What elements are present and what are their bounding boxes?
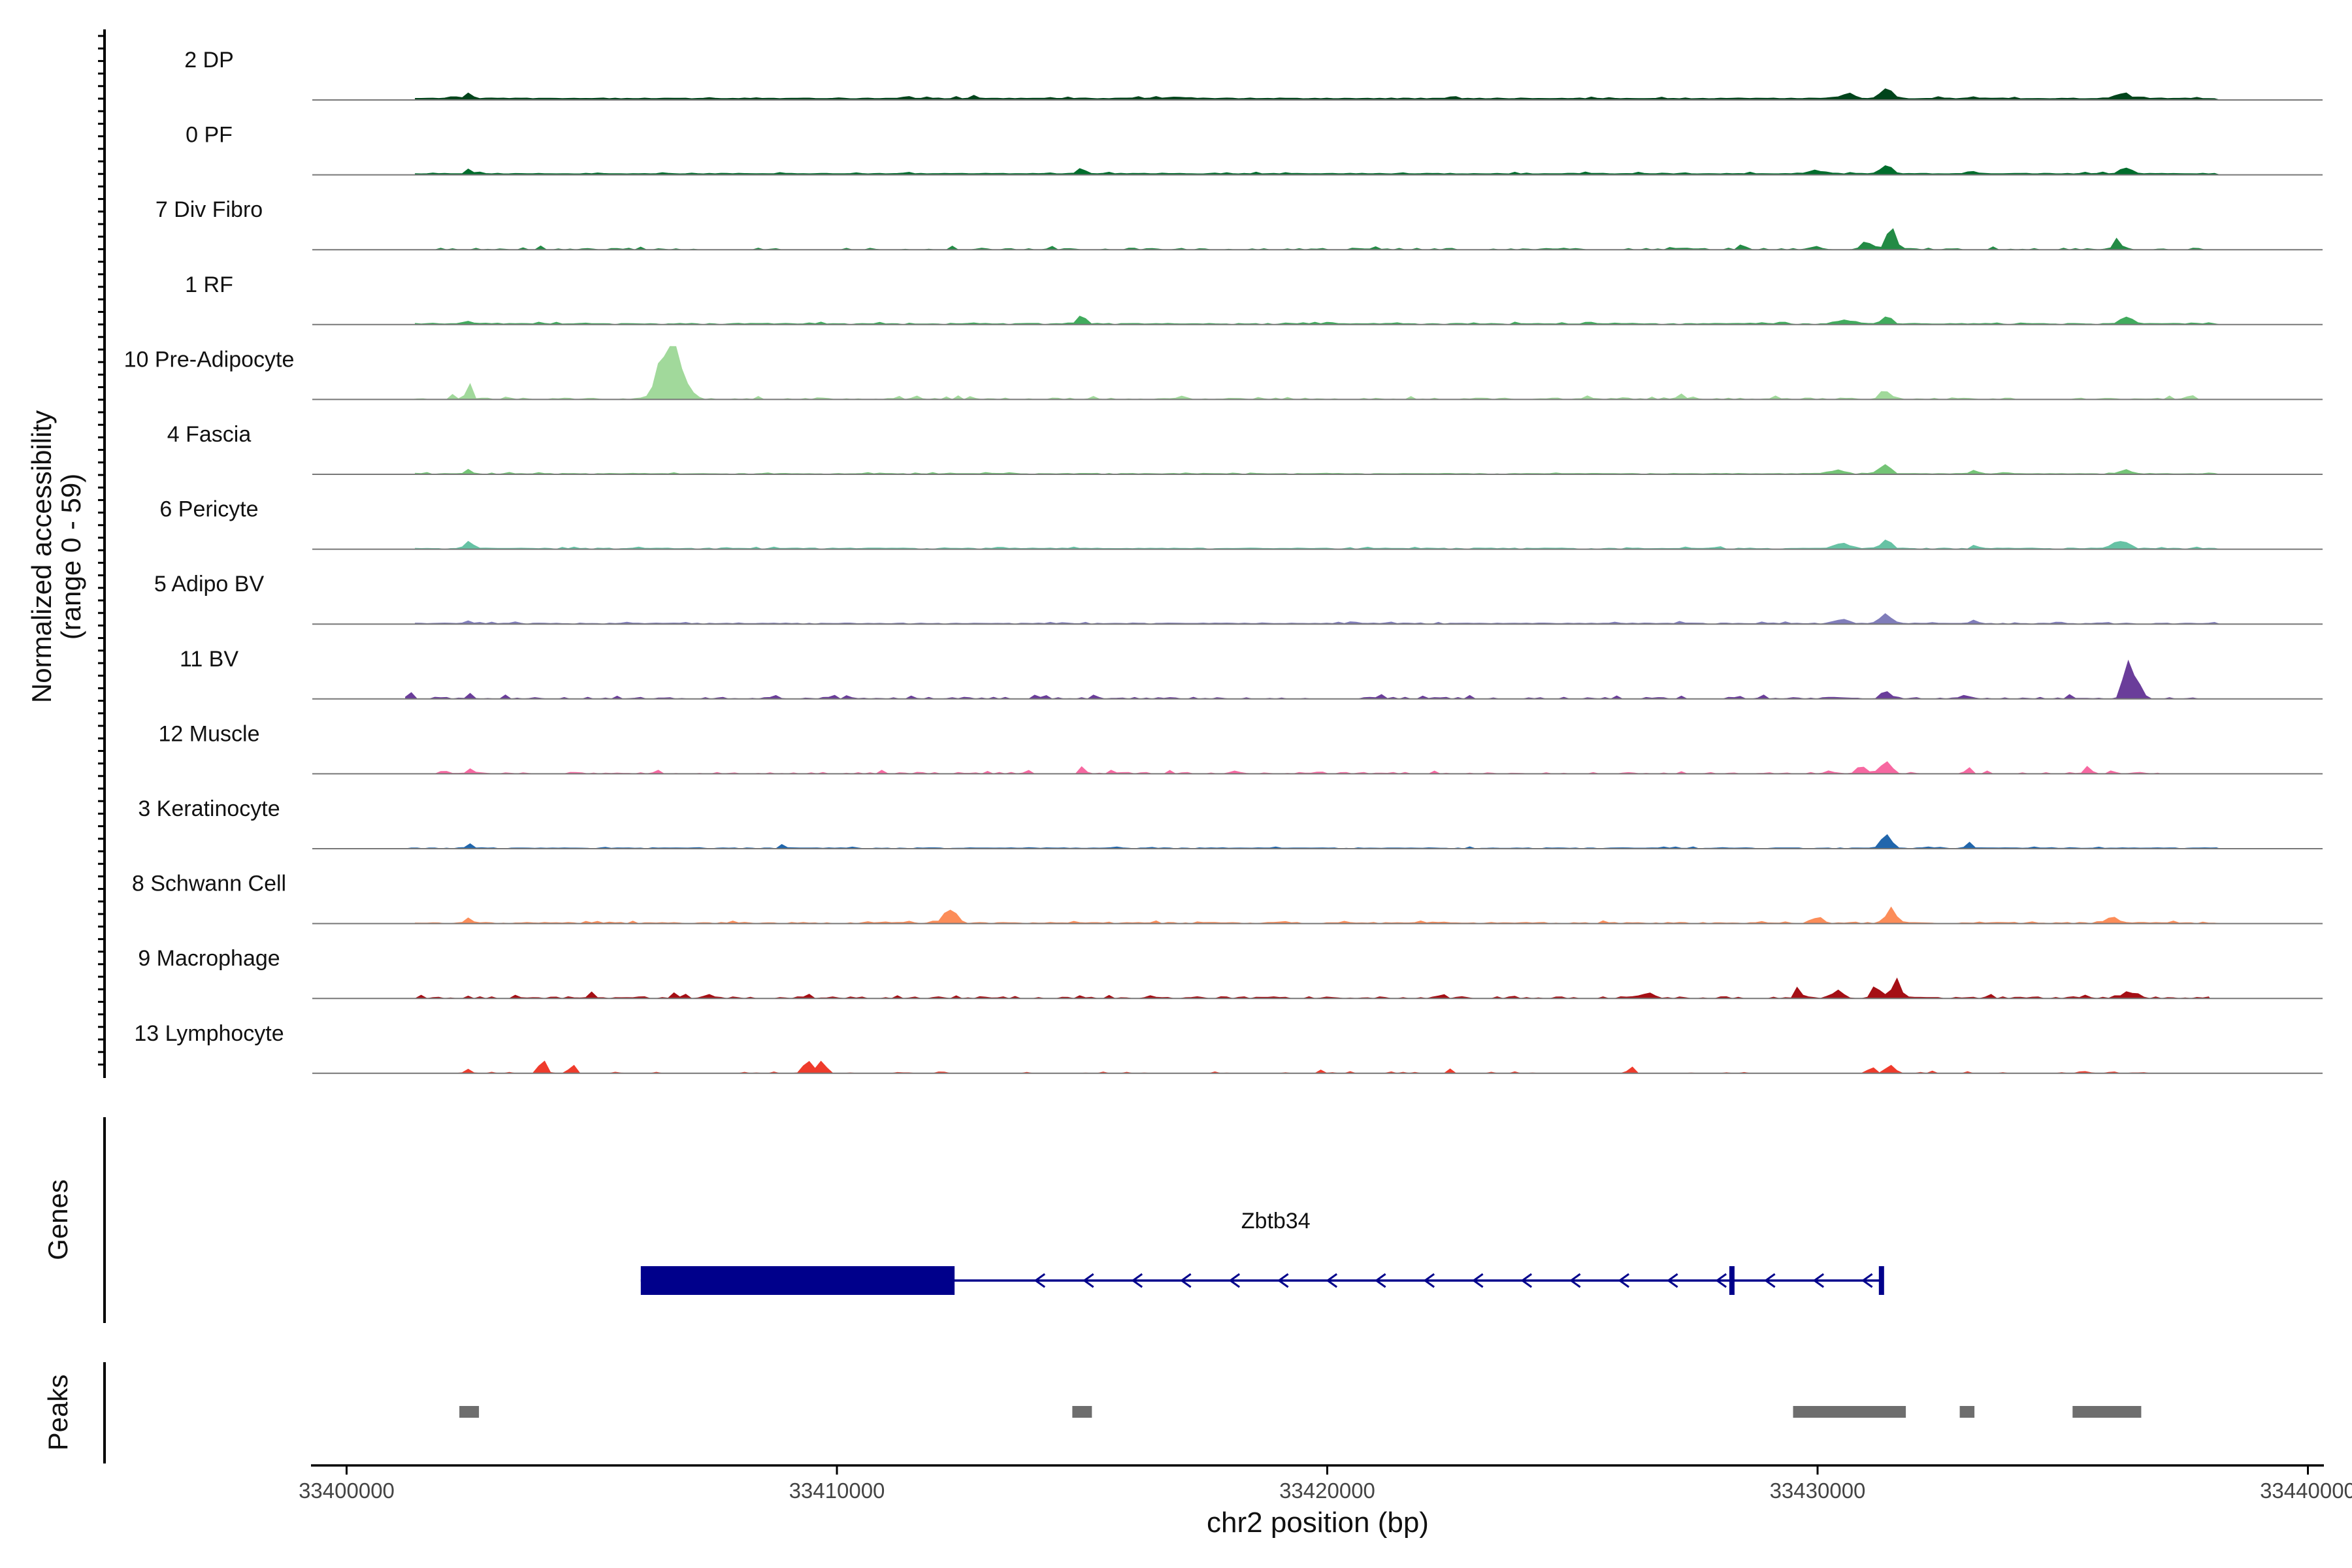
gene-strand-arrow <box>1228 1273 1241 1288</box>
track-signal-area <box>415 316 2220 325</box>
gene-exon <box>1878 1266 1884 1295</box>
track-label: 13 Lymphocyte <box>134 1021 284 1046</box>
track-label: 2 DP <box>184 48 234 73</box>
track-signal-area <box>415 88 2220 101</box>
accessibility-tracks: 2 DP 0 PF 7 Div Fibro 1 RF 10 Pre-Adipocyte 4… <box>124 48 2323 1074</box>
genes-panel-label: Genes <box>42 1179 73 1260</box>
track-6-pericyte: 6 Pericyte <box>159 497 2323 550</box>
gene-strand-arrow <box>1715 1273 1727 1288</box>
track-3-keratinocyte: 3 Keratinocyte <box>138 796 2323 849</box>
peaks-panel-label: Peaks <box>42 1375 73 1451</box>
track-signal-area <box>415 165 2220 176</box>
gene-strand-arrow <box>1131 1273 1143 1288</box>
gene-strand-arrow <box>1812 1273 1825 1288</box>
track-7-div-fibro: 7 Div Fibro <box>155 197 2323 251</box>
track-2-dp: 2 DP <box>184 48 2323 101</box>
track-0-pf: 0 PF <box>186 123 2323 176</box>
accessibility-axis-label-line1: Normalized accessibility <box>26 410 57 703</box>
gene-strand-arrow <box>1326 1273 1338 1288</box>
gene-strand-arrow <box>1861 1273 1873 1288</box>
x-axis: 33400000 33410000 33420000 33430000 33440000 <box>299 1464 2352 1503</box>
peak-region <box>1959 1406 1975 1418</box>
track-label: 4 Fascia <box>167 422 252 447</box>
track-9-macrophage: 9 Macrophage <box>138 946 2323 1000</box>
gene-strand-arrow <box>1277 1273 1289 1288</box>
track-4-fascia: 4 Fascia <box>167 422 2323 475</box>
gene-strand-arrow <box>1472 1273 1484 1288</box>
gene-strand-arrow <box>1375 1273 1386 1288</box>
track-label: 1 RF <box>185 272 233 297</box>
peak-region <box>459 1406 480 1418</box>
peak-region <box>1072 1406 1092 1418</box>
track-label: 12 Muscle <box>159 721 260 746</box>
peak-region <box>2072 1406 2142 1418</box>
gene-model-zbtb34: Zbtb34 <box>640 1209 1884 1295</box>
gene-strand-arrow <box>1667 1273 1678 1288</box>
track-label: 10 Pre-Adipocyte <box>124 347 295 372</box>
gene-strand-arrow <box>1618 1273 1630 1288</box>
x-axis-tick-label: 33430000 <box>1770 1478 1866 1503</box>
track-label: 6 Pericyte <box>159 497 258 522</box>
peak-region <box>1793 1406 1906 1418</box>
track-label: 9 Macrophage <box>138 946 280 971</box>
gene-strand-arrow <box>1520 1273 1533 1288</box>
track-12-muscle: 12 Muscle <box>159 721 2323 775</box>
gene-strand-arrow <box>1034 1273 1046 1288</box>
gene-strand-arrow <box>1569 1273 1581 1288</box>
x-axis-tick-label: 33400000 <box>299 1478 395 1503</box>
track-label: 7 Div Fibro <box>155 197 263 222</box>
track-8-schwann-cell: 8 Schwann Cell <box>132 872 2323 924</box>
track-11-bv: 11 BV <box>180 647 2323 700</box>
x-axis-tick-label: 33410000 <box>789 1478 885 1503</box>
gene-strand-arrow <box>1083 1273 1094 1288</box>
accessibility-axis-label-line2: (range 0 - 59) <box>56 474 86 640</box>
peak-regions <box>459 1406 2142 1418</box>
x-axis-title: chr2 position (bp) <box>1207 1507 1429 1539</box>
x-axis-tick-label: 33440000 <box>2260 1478 2352 1503</box>
gene-strand-arrow <box>1764 1273 1776 1288</box>
track-5-adipo-bv: 5 Adipo BV <box>154 572 2323 625</box>
accessibility-axis-ticks <box>98 35 105 1066</box>
gene-name-label: Zbtb34 <box>1241 1209 1311 1233</box>
track-label: 3 Keratinocyte <box>138 796 280 821</box>
track-label: 5 Adipo BV <box>154 572 265 596</box>
track-13-lymphocyte: 13 Lymphocyte <box>134 1021 2323 1074</box>
track-label: 0 PF <box>186 123 233 148</box>
gene-strand-arrow <box>1423 1273 1435 1288</box>
track-label: 11 BV <box>180 647 238 672</box>
gene-exon <box>1729 1266 1735 1295</box>
track-label: 8 Schwann Cell <box>132 872 286 896</box>
track-10-pre-adipocyte: 10 Pre-Adipocyte <box>124 346 2323 400</box>
gene-strand-arrow <box>1180 1273 1192 1288</box>
accessibility-y-axis <box>98 29 106 1078</box>
gene-exon <box>640 1266 955 1295</box>
track-1-rf: 1 RF <box>185 272 2323 325</box>
track-signal-area <box>415 613 2220 625</box>
x-axis-tick-label: 33420000 <box>1279 1478 1375 1503</box>
